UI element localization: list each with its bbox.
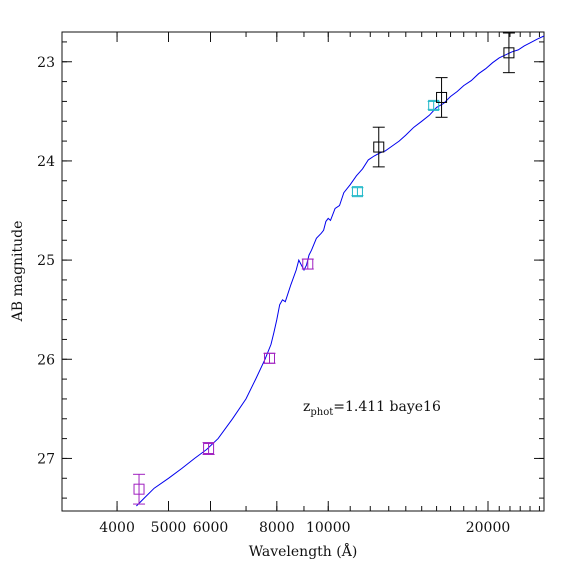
point-marker [264, 352, 276, 364]
photometry-point [372, 126, 385, 168]
y-tick-label: 26 [37, 352, 55, 368]
x-tick-label: 8000 [259, 520, 295, 536]
x-tick-label: 10000 [306, 520, 351, 536]
point-marker [351, 186, 363, 198]
y-axis-label: AB magnitude [10, 221, 26, 323]
axis-ticks [62, 32, 544, 511]
point-marker [302, 258, 314, 270]
point-marker [373, 141, 385, 153]
photometry-point [263, 352, 276, 364]
photometry-point [502, 32, 515, 74]
model-curve-group [136, 35, 545, 507]
x-tick-label: 5000 [151, 520, 187, 536]
annotation-prefix: z [303, 399, 310, 415]
annotation-suffix: =1.411 baye16 [333, 399, 441, 415]
x-tick-label: 20000 [466, 520, 511, 536]
tick-labels: 4000 5000 6000 8000 10000 20000 23 24 25 26 27 [37, 55, 510, 536]
annotation-subscript: phot [310, 407, 333, 418]
y-tick-label: 23 [37, 55, 55, 71]
point-marker [203, 443, 215, 455]
model-sed-curve [136, 35, 545, 507]
photometry-point [351, 186, 364, 198]
photometry-point [133, 473, 146, 505]
y-tick-label: 27 [37, 451, 55, 467]
x-tick-label: 6000 [193, 520, 229, 536]
y-tick-label: 25 [37, 253, 55, 269]
y-tick-label: 24 [37, 154, 55, 170]
photometry-point [301, 258, 314, 270]
point-marker [428, 99, 440, 111]
point-marker [503, 47, 515, 59]
photometry-point [427, 99, 440, 111]
x-axis-label: Wavelength (Å) [249, 542, 358, 560]
x-tick-label: 4000 [99, 520, 135, 536]
photometry-point [435, 77, 448, 118]
point-marker [436, 91, 448, 103]
point-marker [133, 483, 145, 495]
photometry-point [202, 442, 215, 455]
redshift-annotation: zphot=1.411 baye16 [303, 399, 441, 418]
plot-frame [61, 31, 545, 512]
photometry-points [133, 32, 515, 505]
